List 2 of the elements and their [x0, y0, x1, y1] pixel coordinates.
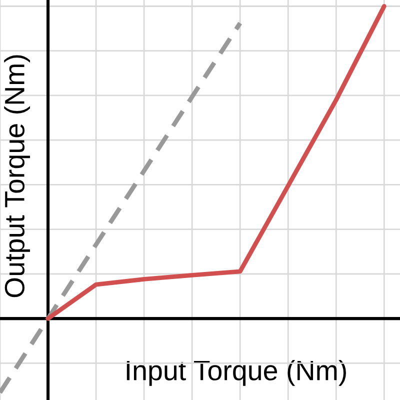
y-axis-title: Output Torque (Nm) — [4, 55, 30, 298]
x-axis-title: Input Torque (Nm) — [126, 360, 346, 386]
